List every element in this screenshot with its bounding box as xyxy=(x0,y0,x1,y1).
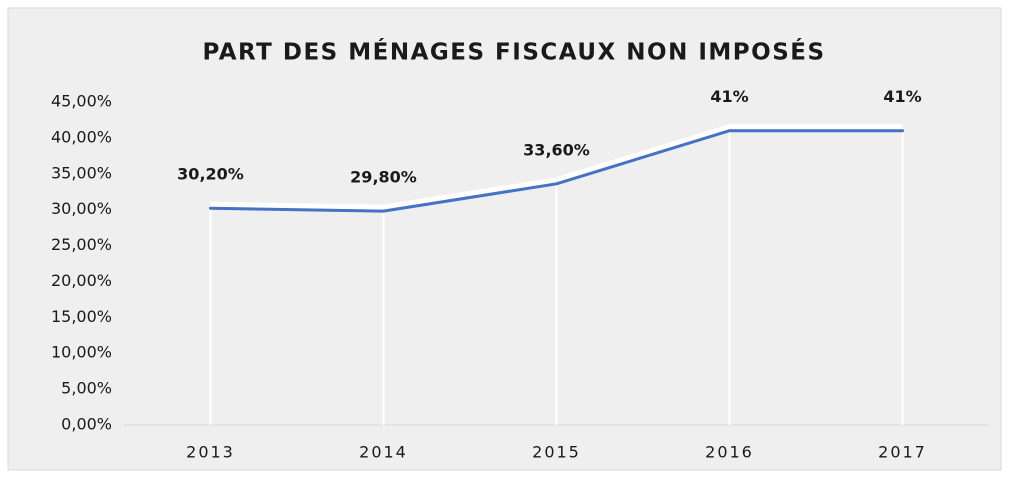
y-tick-label: 25,00% xyxy=(51,235,112,254)
x-tick-label: 2015 xyxy=(532,443,581,462)
y-tick-label: 45,00% xyxy=(51,92,112,111)
y-tick-label: 15,00% xyxy=(51,307,112,326)
chart-title: PART DES MÉNAGES FISCAUX NON IMPOSÉS xyxy=(202,38,825,66)
x-tick-label: 2016 xyxy=(705,443,754,462)
data-label: 41% xyxy=(710,87,748,106)
y-tick-label: 0,00% xyxy=(61,415,112,434)
data-label: 41% xyxy=(883,87,921,106)
chart-background xyxy=(7,7,1002,471)
x-tick-label: 2013 xyxy=(186,443,235,462)
y-tick-label: 30,00% xyxy=(51,199,112,218)
x-tick-label: 2014 xyxy=(359,443,408,462)
series-line xyxy=(209,129,904,213)
data-label: 33,60% xyxy=(523,140,590,159)
y-tick-label: 35,00% xyxy=(51,163,112,182)
y-tick-label: 20,00% xyxy=(51,271,112,290)
x-tick-label: 2017 xyxy=(878,443,927,462)
y-tick-label: 5,00% xyxy=(61,379,112,398)
data-label: 29,80% xyxy=(350,168,417,187)
line-shadow xyxy=(210,124,903,210)
y-tick-label: 40,00% xyxy=(51,127,112,146)
data-label: 30,20% xyxy=(177,165,244,184)
y-tick-label: 10,00% xyxy=(51,343,112,362)
